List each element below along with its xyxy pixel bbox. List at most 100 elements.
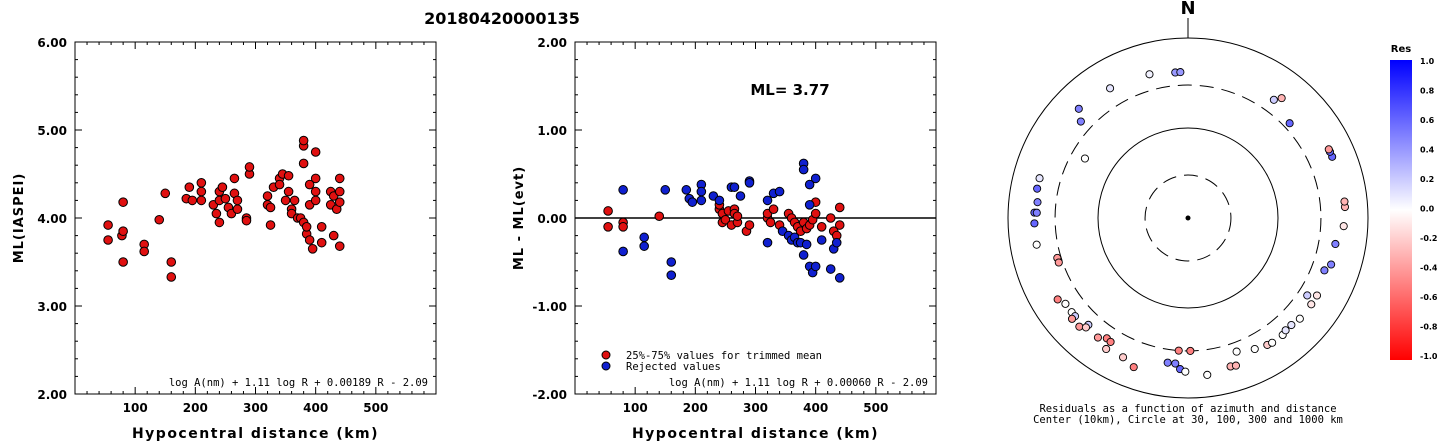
data-point [187, 195, 198, 206]
data-point [639, 241, 649, 251]
formula-text: log A(nm) + 1.11 log R + 0.00189 R - 2.0… [169, 377, 428, 389]
polar-caption: Center (10km), Circle at 30, 100, 300 an… [1033, 414, 1343, 426]
y-tick-label: -1.00 [532, 300, 567, 314]
distance-ring [1097, 127, 1279, 309]
data-point [211, 208, 222, 219]
station-marker [1119, 353, 1128, 362]
station-marker [1250, 344, 1259, 354]
data-point [118, 197, 128, 207]
data-point [774, 186, 785, 197]
data-point [289, 195, 300, 206]
station-marker [1174, 346, 1183, 355]
x-tick-label: 200 [183, 401, 208, 415]
data-point [262, 191, 273, 201]
data-point [184, 182, 195, 192]
data-point [310, 186, 321, 197]
colorbar-tick-label: -0.2 [1420, 234, 1437, 243]
colorbar-tick-label: -1.0 [1420, 352, 1437, 361]
x-tick-label: 200 [683, 401, 708, 415]
data-point [831, 237, 842, 248]
data-point [660, 185, 671, 195]
station-marker [1307, 300, 1316, 309]
station-marker [1033, 198, 1042, 207]
plot-frame [74, 41, 437, 395]
station-marker [1145, 70, 1154, 79]
y-tick-label: 2.00 [537, 36, 567, 50]
data-point [166, 257, 177, 267]
station-marker [1339, 222, 1348, 231]
formula-text: log A(nm) + 1.11 log R + 0.00060 R - 2.0… [669, 377, 928, 389]
data-point [310, 173, 321, 184]
colorbar-tick-label: -0.4 [1420, 264, 1437, 273]
data-point [214, 217, 225, 228]
data-point [283, 186, 294, 197]
station-marker [1035, 174, 1044, 183]
data-point [618, 185, 628, 195]
station-marker [1030, 219, 1039, 228]
station-marker [1287, 320, 1296, 330]
azimuth-residual-panel: N Residuals as a function of azimuth and … [1007, 0, 1437, 426]
data-point [316, 237, 327, 248]
x-axis-label: Hypocentral distance (km) [132, 426, 379, 441]
legend-marker [601, 350, 611, 360]
y-tick-label: 3.00 [37, 300, 67, 314]
x-tick-label: 400 [803, 401, 828, 415]
station-marker [1106, 84, 1115, 93]
data-point [304, 235, 315, 245]
station-marker [1032, 240, 1041, 249]
station-marker [1067, 314, 1077, 323]
page-title: 20180420000135 [424, 9, 580, 28]
data-point [804, 179, 815, 190]
data-point [720, 214, 731, 225]
data-point [280, 195, 291, 206]
data-point [229, 173, 240, 184]
y-tick-label: 1.00 [537, 124, 567, 138]
data-point [744, 178, 755, 188]
data-point [834, 202, 845, 213]
y-axis-label: ML - ML(evt) [512, 166, 527, 270]
data-point [334, 186, 345, 197]
data-point [816, 222, 827, 232]
data-point [307, 244, 318, 254]
station-marker [1285, 119, 1294, 128]
data-point [768, 204, 779, 214]
data-point [265, 202, 276, 213]
colorbar-tick-label: 0.8 [1420, 87, 1435, 96]
station-marker [1102, 344, 1111, 354]
data-point [834, 220, 845, 230]
data-point [334, 241, 345, 251]
data-point [735, 191, 746, 201]
data-point [283, 170, 294, 181]
data-point [217, 182, 228, 192]
data-point [798, 250, 809, 260]
data-point [729, 182, 740, 192]
data-point [603, 206, 613, 216]
data-point [196, 195, 207, 206]
station-marker [1232, 347, 1241, 356]
colorbar-tick-label: -0.6 [1420, 293, 1437, 302]
station-marker [1303, 291, 1312, 300]
station-marker [1171, 359, 1180, 368]
station-marker [1269, 95, 1278, 104]
y-tick-label: 6.00 [37, 36, 67, 50]
station-marker [1331, 239, 1340, 249]
colorbar-tick-label: 0.4 [1420, 146, 1435, 155]
station-marker [1231, 361, 1241, 370]
data-point [825, 264, 836, 274]
data-point [298, 158, 309, 169]
data-point [244, 162, 255, 172]
data-point [103, 235, 113, 245]
legend-marker [601, 361, 611, 371]
data-point [118, 257, 128, 267]
x-axis-label: Hypocentral distance (km) [632, 426, 879, 441]
y-tick-label: -2.00 [532, 388, 567, 402]
data-point [687, 197, 698, 207]
data-point [274, 179, 285, 190]
data-point [298, 135, 309, 146]
x-tick-label: 500 [863, 401, 888, 415]
data-point [618, 246, 628, 257]
y-axis-label: ML(IASPEI) [12, 173, 27, 264]
colorbar-tick-label: -0.8 [1420, 323, 1437, 332]
data-point [328, 230, 339, 241]
data-point [334, 197, 345, 207]
